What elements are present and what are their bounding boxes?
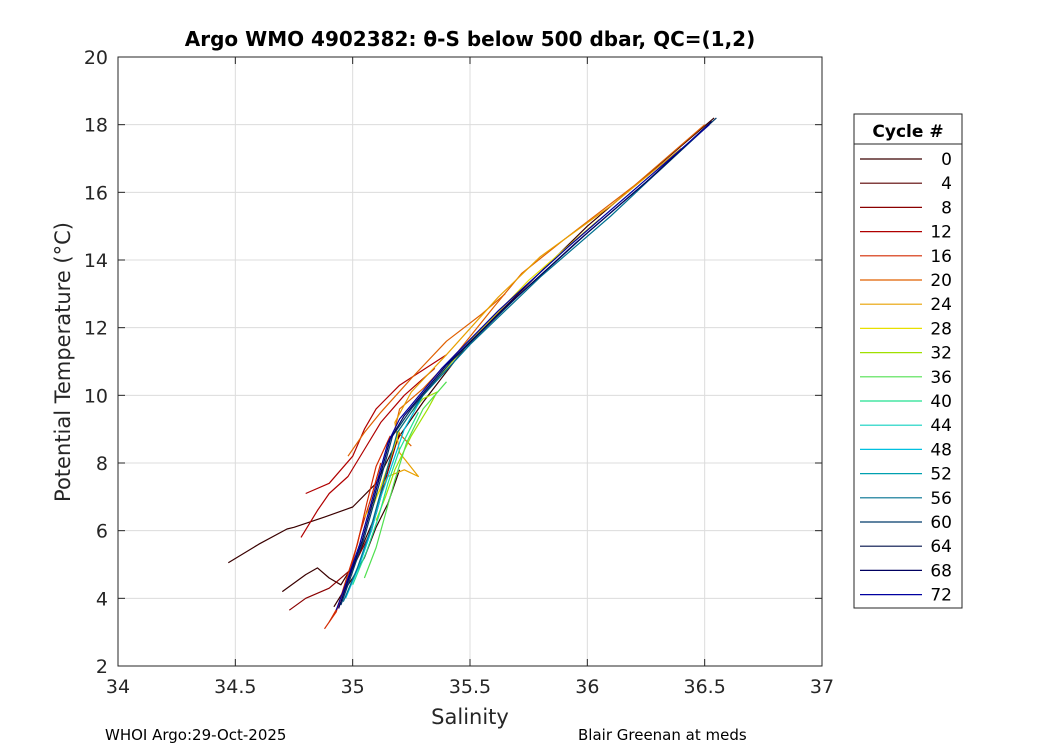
x-tick-label: 36.5 (684, 676, 726, 698)
chart-title: Argo WMO 4902382: θ-S below 500 dbar, QC… (185, 27, 755, 51)
x-tick-label: 34.5 (214, 676, 256, 698)
y-axis-label: Potential Temperature (°C) (51, 222, 75, 502)
y-tick-label: 16 (84, 182, 108, 204)
series-line (305, 354, 447, 495)
legend-entry-label: 40 (930, 392, 952, 412)
series-line (370, 218, 600, 511)
legend-entry-label: 52 (930, 465, 952, 485)
x-tick-label: 37 (810, 676, 834, 698)
footer-right-text: Blair Greenan at meds (578, 726, 747, 744)
legend-entry-label: 16 (930, 247, 952, 267)
y-tick-label: 10 (84, 385, 108, 407)
x-tick-label: 35.5 (449, 676, 491, 698)
legend-entry-label: 8 (941, 198, 952, 218)
x-axis-label: Salinity (431, 705, 509, 729)
legend-entry-label: 64 (930, 537, 952, 557)
legend-entry-label: 36 (930, 368, 952, 388)
y-tick-label: 2 (96, 656, 108, 678)
y-tick-label: 20 (84, 47, 108, 69)
grid-lines (117, 56, 823, 667)
series-line (338, 120, 713, 609)
legend-entry-label: 60 (930, 513, 952, 533)
legend-entry-label: 44 (930, 416, 952, 436)
legend-box (853, 113, 963, 609)
y-tick-label: 18 (84, 115, 108, 137)
series-line (300, 367, 436, 538)
x-tick-label: 34 (106, 676, 130, 698)
series-line (328, 462, 382, 623)
series-line (394, 124, 706, 447)
footer-left-text: WHOI Argo:29-Oct-2025 (105, 726, 287, 744)
legend-entry-label: 24 (930, 295, 952, 315)
legend-entry-label: 20 (930, 271, 952, 291)
legend-entry-label: 4 (941, 174, 952, 194)
series-line (335, 124, 710, 611)
legend-entry-label: 0 (941, 150, 952, 170)
legend-entry-label: 28 (930, 319, 952, 339)
legend: Cycle # 04812162024283236404448525660646… (853, 113, 963, 609)
series-line (363, 381, 447, 579)
y-tick-label: 12 (84, 318, 108, 340)
series-line (375, 391, 438, 521)
legend-entry-label: 72 (930, 586, 952, 606)
series-line (345, 344, 471, 599)
y-tick-label: 6 (96, 521, 108, 543)
legend-entry-label: 56 (930, 489, 952, 509)
legend-entry-label: 12 (930, 223, 952, 243)
series-line (340, 117, 717, 606)
series-line (363, 147, 682, 518)
y-tick-label: 14 (84, 250, 108, 272)
legend-entry-label: 68 (930, 561, 952, 581)
series-line (352, 412, 419, 586)
legend-entry-label: 48 (930, 440, 952, 460)
x-tick-label: 35 (341, 676, 365, 698)
series-line (342, 127, 706, 602)
legend-entry-label: 32 (930, 344, 952, 364)
data-series (227, 117, 717, 630)
y-tick-label: 8 (96, 453, 108, 475)
x-tick-label: 36 (575, 676, 599, 698)
axis-ticks: 34 34.5 35 35.5 36 36.5 37 2 4 6 8 10 12 14 16 18 20 (84, 47, 834, 698)
y-tick-label: 4 (96, 588, 108, 610)
series-line (347, 293, 506, 457)
legend-title: Cycle # (872, 122, 943, 142)
